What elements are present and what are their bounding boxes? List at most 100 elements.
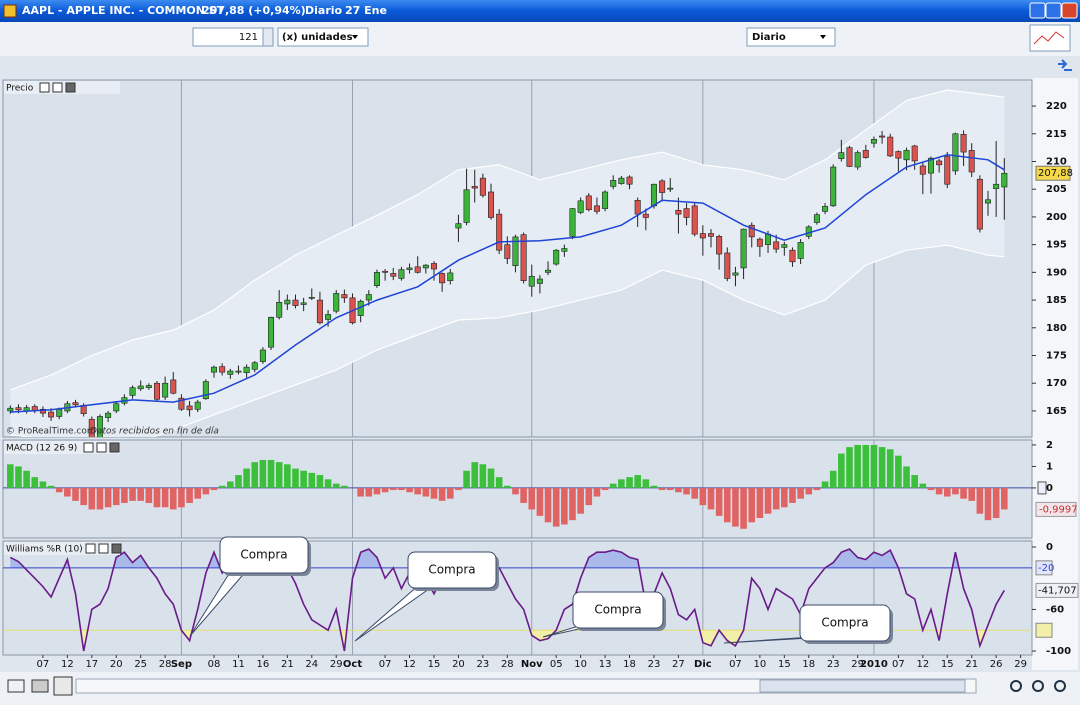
candle-body bbox=[927, 157, 934, 174]
histogram-bar bbox=[870, 444, 878, 488]
candle-body bbox=[227, 370, 234, 375]
candle-body bbox=[520, 234, 527, 281]
histogram-bar bbox=[952, 487, 959, 495]
panel-icon[interactable] bbox=[111, 543, 122, 554]
candle-body bbox=[838, 152, 845, 160]
candle-body bbox=[479, 177, 486, 196]
print-button[interactable] bbox=[31, 679, 49, 693]
histogram-bar bbox=[31, 477, 39, 488]
last-value-label: -0,9997 bbox=[1039, 504, 1078, 515]
histogram-bar bbox=[422, 487, 430, 497]
candle-body bbox=[919, 165, 926, 175]
x-tick-label: 08 bbox=[208, 659, 221, 670]
histogram-bar bbox=[626, 477, 633, 488]
x-major-label: Sep bbox=[171, 659, 192, 670]
sync-icon[interactable] bbox=[1058, 59, 1072, 71]
units-value[interactable]: 121 bbox=[239, 32, 258, 43]
histogram-bar bbox=[259, 459, 267, 488]
window-date: 27 Ene bbox=[345, 4, 387, 17]
histogram-bar bbox=[984, 487, 992, 521]
toolbar bbox=[0, 22, 1080, 56]
last-price-box bbox=[1035, 165, 1071, 181]
candle-body bbox=[390, 273, 397, 277]
upper-band bbox=[10, 89, 1005, 391]
histogram-bar bbox=[227, 481, 234, 488]
candle-body bbox=[854, 152, 861, 168]
histogram-bar bbox=[561, 487, 568, 525]
candle-body bbox=[577, 200, 584, 213]
zoom-out-button[interactable] bbox=[1032, 680, 1044, 692]
y-tick-label: 200 bbox=[1046, 212, 1067, 223]
timeframe-select[interactable] bbox=[746, 27, 836, 47]
close-button[interactable] bbox=[1061, 2, 1078, 19]
williams-line bbox=[9, 548, 1005, 652]
candle-body bbox=[153, 382, 160, 400]
x-major-label: Oct bbox=[343, 659, 362, 670]
histogram-bar bbox=[292, 468, 299, 488]
units-mode[interactable]: (x) unidades bbox=[282, 32, 353, 43]
candle-body bbox=[96, 416, 103, 437]
histogram-bar bbox=[275, 462, 283, 488]
window-period: Diario bbox=[305, 4, 343, 17]
delete-button[interactable] bbox=[53, 676, 73, 696]
histogram-bar bbox=[235, 475, 242, 488]
watermark: © ProRealTime.com bbox=[6, 427, 96, 437]
histogram-bar bbox=[789, 487, 796, 503]
panel-icon[interactable] bbox=[85, 543, 96, 554]
histogram-bar bbox=[911, 475, 918, 488]
scrollbar[interactable] bbox=[75, 678, 977, 694]
candle-body bbox=[341, 294, 348, 299]
panel-icon[interactable] bbox=[52, 82, 63, 93]
histogram-bar bbox=[112, 487, 120, 506]
candle-body bbox=[650, 183, 657, 207]
histogram-bar bbox=[683, 487, 690, 495]
histogram-bar bbox=[675, 487, 682, 493]
x-tick-label: 26 bbox=[990, 659, 1003, 670]
candle-body bbox=[773, 241, 780, 250]
x-major-label: Dic bbox=[694, 659, 712, 670]
y-tick-label: 210 bbox=[1046, 156, 1067, 167]
scroll-thumb[interactable] bbox=[759, 679, 966, 693]
units-mode-select[interactable] bbox=[277, 27, 369, 47]
histogram-bar bbox=[104, 487, 112, 508]
candle-body bbox=[88, 418, 95, 437]
histogram-bar bbox=[64, 487, 71, 497]
candle-body bbox=[202, 381, 209, 400]
units-spinner[interactable] bbox=[262, 27, 274, 47]
mail-button[interactable] bbox=[7, 679, 25, 693]
histogram-bar bbox=[308, 472, 316, 488]
candle-body bbox=[870, 139, 877, 144]
panel-icon[interactable] bbox=[98, 543, 109, 554]
candle-body bbox=[862, 150, 869, 158]
histogram-bar bbox=[1000, 487, 1008, 510]
zoom-in-button[interactable] bbox=[1054, 680, 1066, 692]
panel-icon[interactable] bbox=[65, 82, 76, 93]
histogram-bar bbox=[398, 487, 405, 491]
y-tick-label: 165 bbox=[1046, 406, 1067, 417]
minimize-button[interactable] bbox=[1029, 2, 1046, 19]
maximize-button[interactable] bbox=[1045, 2, 1062, 19]
panel-icon[interactable] bbox=[83, 442, 94, 453]
x-tick-label: 29 bbox=[1014, 659, 1027, 670]
histogram-bar bbox=[39, 481, 47, 488]
histogram-bar bbox=[805, 487, 813, 495]
panel-icon[interactable] bbox=[39, 82, 50, 93]
panel-icon[interactable] bbox=[96, 442, 107, 453]
histogram-bar bbox=[23, 470, 30, 488]
candle-body bbox=[243, 366, 250, 373]
timeframe[interactable]: Diario bbox=[752, 32, 786, 43]
histogram-bar bbox=[976, 487, 984, 514]
candle-body bbox=[830, 166, 837, 207]
histogram-bar bbox=[194, 487, 202, 499]
panel-icon[interactable] bbox=[109, 442, 120, 453]
x-tick-label: 10 bbox=[754, 659, 767, 670]
zoom-fit-button[interactable] bbox=[1010, 680, 1022, 692]
level-label: -20 bbox=[1038, 563, 1054, 574]
candle-body bbox=[667, 187, 674, 190]
histogram-bar bbox=[471, 462, 479, 488]
histogram-bar bbox=[153, 487, 161, 508]
histogram-bar bbox=[732, 487, 739, 527]
histogram-bar bbox=[341, 485, 348, 488]
